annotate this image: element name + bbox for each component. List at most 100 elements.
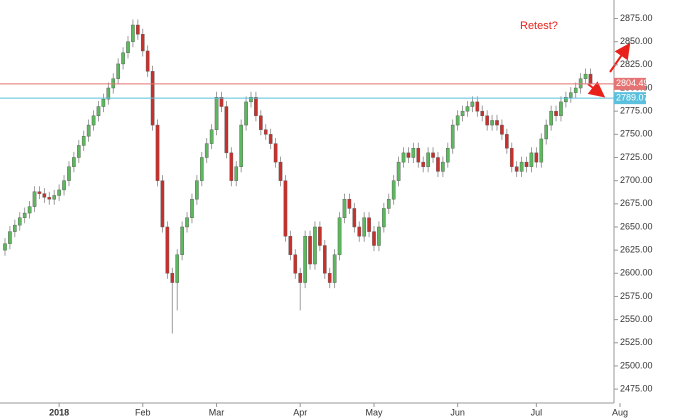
candle-body [554,110,558,117]
candle-body [106,87,111,100]
candle-body [588,73,593,84]
candle-body [475,101,480,112]
x-tick-label: Aug [612,407,628,417]
y-tick-label: 2525.00 [620,337,653,347]
candle-body [544,124,548,140]
candle-body [485,115,489,126]
x-tick-label: Apr [293,407,307,417]
level-label: 2789.07 [616,93,649,103]
candle-body [219,97,224,107]
candle-body [234,166,239,181]
candle-body [259,115,263,130]
x-tick-label: 2018 [49,407,69,417]
candle-body [91,115,96,126]
candle-body [441,161,445,172]
y-tick-label: 2550.00 [620,314,653,324]
candle-body [17,217,22,226]
candle-body [278,161,283,181]
candle-body [116,63,120,79]
candle-body [268,134,273,144]
candle-body [490,120,494,126]
candle-body [382,208,386,228]
candle-body [254,97,258,117]
arrow [609,42,631,73]
y-tick-label: 2475.00 [620,383,653,393]
candle-body [495,120,499,126]
candle-body [421,161,426,167]
level-label-box [614,92,646,105]
candle-body [3,243,7,251]
candle-body [396,161,401,181]
y-tick-label: 2825.00 [620,59,653,69]
y-tick-label: 2600.00 [620,268,653,278]
candle-body [52,195,56,200]
y-tick-label: 2725.00 [620,152,653,162]
candle-body [131,24,135,42]
candle-body [195,180,199,200]
candle-body [362,217,366,237]
y-tick-label: 2625.00 [620,245,653,255]
candle-body [199,157,204,181]
candle-body [367,217,371,232]
candle-body [519,161,524,172]
candle-body [204,143,209,158]
candle-body [8,231,12,244]
level-label-box [614,77,646,90]
candle-body [514,166,519,172]
candle-body [303,236,307,283]
candle-body [386,198,391,209]
candle-body [22,212,27,218]
candle-body [32,191,37,207]
candle-body [308,236,312,265]
candle-body [180,226,184,255]
candle-body [190,198,194,218]
x-tick-label: Mar [209,407,225,417]
candle-body [81,135,86,146]
candle-body [406,152,411,158]
y-tick-label: 2675.00 [620,198,653,208]
candle-body [13,224,17,232]
candle-body [391,180,396,200]
candle-body [170,273,175,283]
level-label: 2804.49 [616,78,649,88]
candle-body [347,198,352,209]
x-tick-label: Feb [135,407,151,417]
y-tick-label: 2575.00 [620,291,653,301]
candle-body [318,226,322,246]
candle-body [175,254,180,283]
candle-body [96,106,101,117]
candle-body [446,148,450,163]
candle-body [450,124,455,149]
candle-body [583,73,588,79]
candle-body [377,226,381,246]
candle-body [185,217,189,228]
candle-body [224,106,229,154]
candle-body [372,231,376,246]
candle-body [436,157,440,172]
candle-body [549,110,553,126]
y-tick-label: 2875.00 [620,13,653,23]
candle-body [42,193,47,198]
candle-body [529,152,534,167]
candle-body [431,152,435,158]
candle-body [470,101,475,107]
candle-body [293,254,298,274]
candle-body [298,273,303,283]
candle-body [323,245,327,274]
candle-body [86,124,91,137]
candle-body [573,87,578,93]
candle-body [480,110,485,117]
candle-body [249,97,253,103]
candle-body [62,180,66,191]
candle-body [273,143,278,163]
candle-body [460,110,465,117]
candle-body [126,41,130,54]
candle-body [101,98,106,107]
candle-body [332,254,337,283]
candle-body [564,97,568,103]
y-tick-label: 2650.00 [620,221,653,231]
candle-body [426,152,430,167]
candle-body [263,129,268,135]
candle-body [155,124,160,181]
